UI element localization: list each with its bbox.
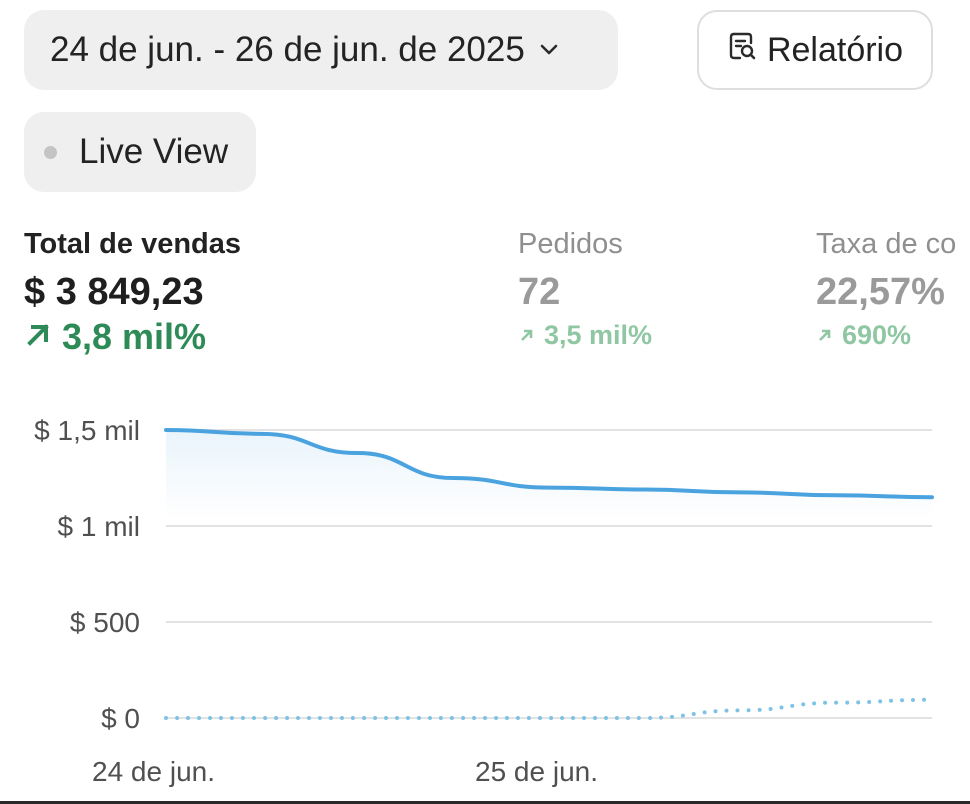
metric-orders[interactable]: Pedidos 72 3,5 mil% — [518, 226, 652, 351]
arrow-up-right-icon — [816, 320, 834, 351]
arrow-up-right-icon — [24, 316, 54, 358]
live-view-label: Live View — [79, 132, 229, 171]
y-tick-label: $ 0 — [101, 703, 140, 734]
metric-total-sales[interactable]: Total de vendas $ 3 849,23 3,8 mil% — [24, 226, 241, 358]
series-line-previous — [164, 697, 934, 720]
metric-change-value: 690% — [842, 320, 912, 350]
date-range-label: 24 de jun. - 26 de jun. de 2025 — [50, 30, 525, 69]
arrow-up-right-icon — [518, 320, 536, 351]
date-range-selector[interactable]: 24 de jun. - 26 de jun. de 2025 — [24, 10, 618, 90]
sales-line-chart[interactable]: $ 1,5 mil $ 1 mil $ 500 $ 0 24 de jun. 25 de … — [0, 395, 970, 795]
metric-change-value: 3,5 mil% — [544, 320, 653, 350]
metric-change: 3,5 mil% — [518, 320, 652, 351]
y-tick-label: $ 1 mil — [58, 511, 140, 542]
live-view-button[interactable]: Live View — [24, 112, 256, 192]
chevron-down-icon — [539, 43, 559, 57]
x-tick-label: 25 de jun. — [475, 756, 598, 787]
report-icon — [727, 31, 757, 70]
metric-label: Pedidos — [518, 228, 623, 260]
metric-value: 22,57% — [816, 271, 945, 313]
metric-change: 3,8 mil% — [24, 316, 241, 358]
metric-label: Total de vendas — [24, 228, 242, 260]
metric-change-value: 3,8 mil% — [62, 316, 207, 357]
report-button[interactable]: Relatório — [697, 10, 933, 90]
metric-value: $ 3 849,23 — [24, 271, 204, 313]
metric-label: Taxa de co — [816, 228, 957, 260]
metric-change: 690% — [816, 320, 970, 351]
metric-value: 72 — [518, 271, 561, 313]
report-label: Relatório — [766, 30, 904, 69]
status-dot-icon — [44, 145, 57, 159]
x-tick-label: 24 de jun. — [92, 756, 215, 787]
series-area — [166, 430, 932, 520]
metric-conversion-rate[interactable]: Taxa de co 22,57% 690% — [816, 226, 970, 351]
y-tick-label: $ 500 — [70, 607, 140, 638]
y-tick-label: $ 1,5 mil — [34, 415, 140, 446]
series-line-current — [164, 428, 934, 500]
divider — [0, 801, 970, 804]
